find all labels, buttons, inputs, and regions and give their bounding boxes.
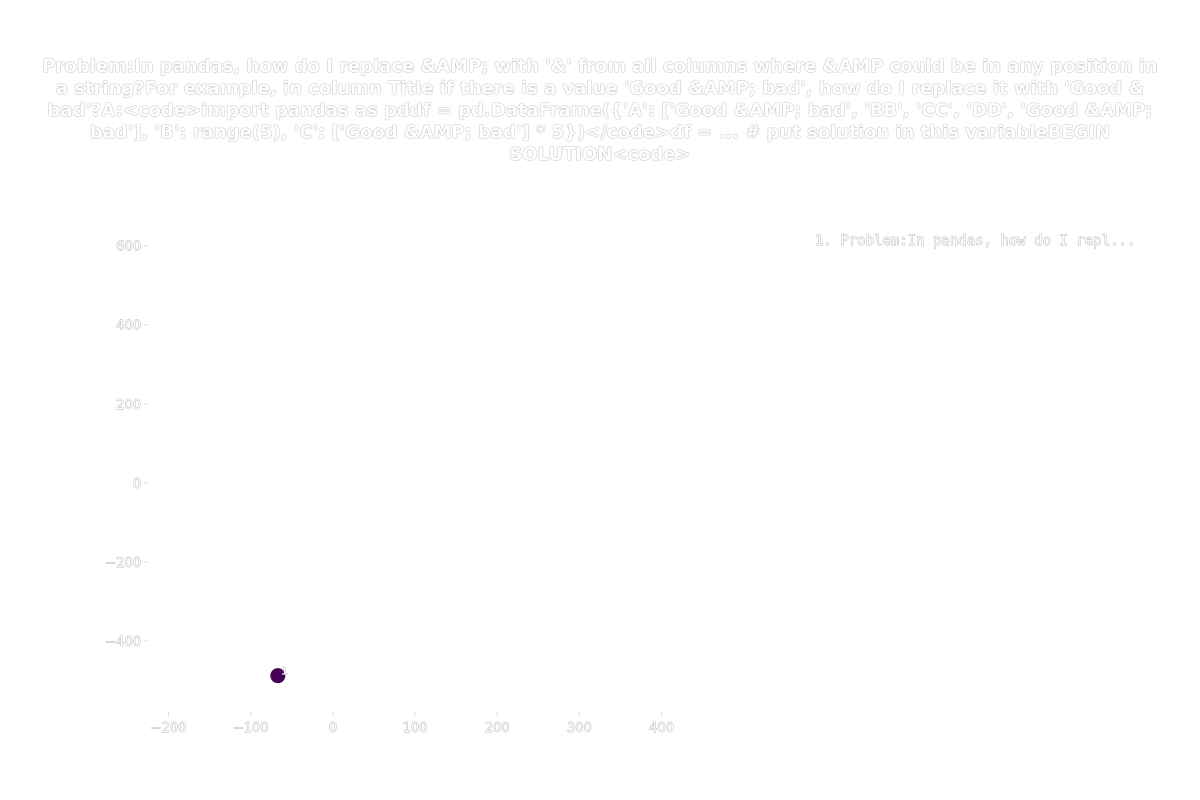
x-tick-label: −100 [233, 721, 269, 736]
x-tick-label: −200 [151, 721, 187, 736]
data-points: 1 [270, 664, 288, 684]
x-tick-label: 100 [403, 721, 428, 736]
y-tick-label: 400 [116, 319, 141, 334]
y-tick-label: 0 [133, 477, 141, 492]
legend-entry: 1. Problem:In pandas, how do I repl... [815, 233, 1135, 249]
y-axis: −400 −200 0 200 400 600 [105, 239, 148, 650]
x-tick-label: 400 [649, 721, 674, 736]
y-tick-label: −400 [105, 635, 141, 650]
data-point [270, 668, 286, 684]
data-point-label: 1 [281, 665, 288, 678]
y-tick-label: 200 [116, 398, 141, 413]
x-axis: −200 −100 0 100 200 300 400 [150, 712, 674, 736]
x-tick-label: 200 [485, 721, 510, 736]
x-tick-label: 300 [567, 721, 592, 736]
y-tick-label: 600 [116, 240, 141, 255]
y-tick-label: −200 [105, 556, 141, 571]
chart-title: Problem:In pandas, how do I replace &AMP… [42, 56, 1158, 165]
x-tick-label: 0 [329, 721, 337, 736]
legend: 1. Problem:In pandas, how do I repl... [815, 233, 1136, 250]
